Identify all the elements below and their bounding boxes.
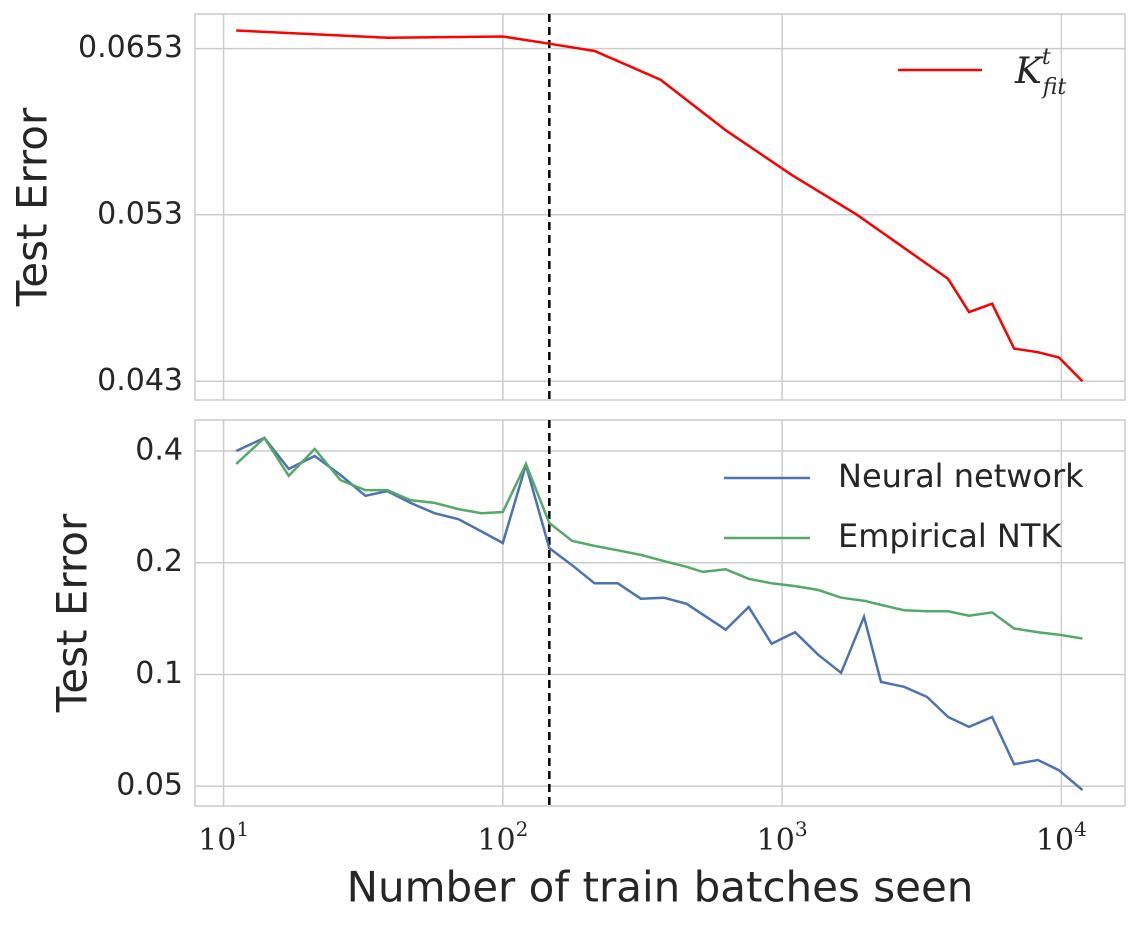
plot-area	[194, 13, 1126, 401]
x-tick-exponent: 4	[1074, 817, 1087, 841]
x-tick-label: 101	[198, 817, 249, 859]
y-tick-label: 0.4	[135, 433, 183, 468]
x-tick-exponent: 3	[795, 817, 808, 841]
x-tick-base: 10	[477, 823, 515, 858]
y-tick-label: 0.053	[97, 196, 183, 231]
series-line	[236, 29, 1084, 383]
y-axis-label: Test Error	[48, 513, 97, 713]
y-tick-label: 0.0653	[78, 30, 183, 65]
x-tick-base: 10	[198, 823, 236, 858]
y-axis-label: Test Error	[8, 107, 57, 307]
y-tick-label: 0.05	[116, 768, 183, 803]
legend-label: Kt fit	[1014, 45, 1066, 100]
x-tick-base: 10	[757, 823, 795, 858]
y-tick-label: 0.1	[135, 656, 183, 691]
legend-sub: fit	[1041, 75, 1067, 100]
series-line	[235, 435, 1083, 640]
legend-name: K	[1014, 51, 1044, 92]
x-tick-base: 10	[1036, 823, 1074, 858]
x-tick-exponent: 1	[236, 817, 249, 841]
x-axis-label: Number of train batches seen	[347, 863, 974, 912]
legend-sup: t	[1042, 45, 1051, 70]
legend-label: Empirical NTK	[838, 517, 1062, 555]
y-tick-label: 0.043	[97, 363, 183, 398]
legend-label: Neural network	[838, 457, 1084, 495]
x-tick-label: 104	[1036, 817, 1087, 859]
x-tick-exponent: 2	[516, 817, 529, 841]
y-tick-label: 0.2	[135, 544, 183, 579]
x-tick-label: 102	[477, 817, 528, 859]
x-tick-label: 103	[757, 817, 808, 859]
